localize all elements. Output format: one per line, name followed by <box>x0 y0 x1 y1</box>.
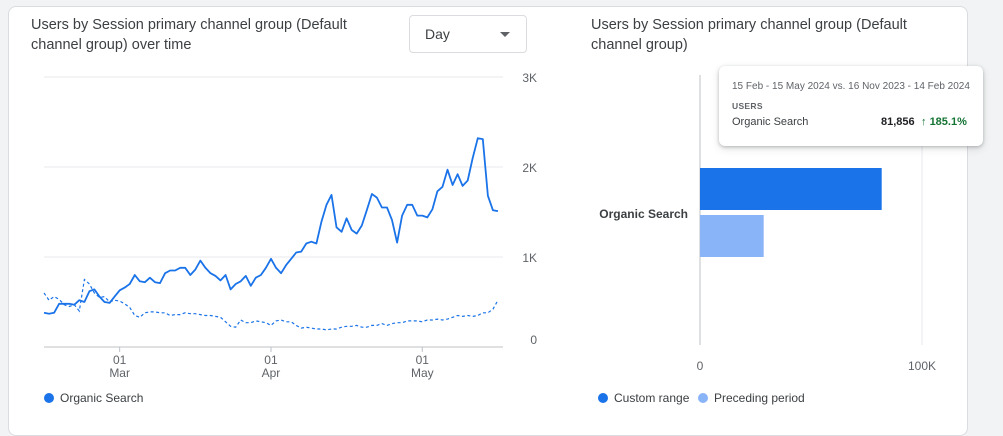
legend-dot-icon <box>698 393 708 403</box>
tooltip-channel: Organic Search <box>732 116 809 128</box>
bar-custom-range[interactable] <box>700 168 882 210</box>
y-tick-label: 0 <box>530 333 537 347</box>
granularity-dropdown[interactable]: Day <box>409 15 527 53</box>
arrow-up-icon: ↑ <box>921 116 927 128</box>
line-chart-title: Users by Session primary channel group (… <box>31 17 347 53</box>
bar-tooltip: 15 Feb - 15 May 2024 vs. 16 Nov 2023 - 1… <box>719 66 983 146</box>
y-tick-label: 2K <box>522 161 537 175</box>
x-tick-month: May <box>411 366 434 380</box>
series-line-preceding-period <box>43 278 499 331</box>
legend-label: Organic Search <box>60 391 144 405</box>
bar-preceding-period[interactable] <box>700 215 764 257</box>
x-tick-day: 01 <box>264 353 278 367</box>
tooltip-change-value: 185.1% <box>929 116 967 128</box>
bar-chart-title: Users by Session primary channel group (… <box>591 17 907 53</box>
tooltip-change: ↑ 185.1% <box>921 116 967 128</box>
users-bar-chart[interactable]: 0 100K Organic Search <box>560 0 980 390</box>
x-tick-month: Mar <box>109 366 130 380</box>
series-line-organic-search <box>43 137 499 315</box>
legend-dot-icon <box>598 393 608 403</box>
category-label: Organic Search <box>599 207 688 221</box>
y-tick-label: 3K <box>522 71 537 85</box>
bar-chart-legend-item-custom-range[interactable]: Custom range <box>598 391 689 405</box>
chevron-down-icon <box>500 32 510 37</box>
x-tick-month: Apr <box>262 366 281 380</box>
tooltip-value: 81,856 <box>881 116 915 128</box>
x-tick-label: 0 <box>697 359 704 373</box>
bar-chart-legend-item-preceding-period[interactable]: Preceding period <box>698 391 805 405</box>
legend-dot-icon <box>44 393 54 403</box>
x-tick-day: 01 <box>416 353 430 367</box>
x-tick-label: 100K <box>908 359 936 373</box>
tooltip-metric: USERS <box>732 101 763 111</box>
legend-label: Preceding period <box>714 391 805 405</box>
legend-label: Custom range <box>614 391 690 405</box>
line-chart-legend-item[interactable]: Organic Search <box>44 391 143 405</box>
y-tick-label: 1K <box>522 251 537 265</box>
granularity-dropdown-value: Day <box>425 26 450 42</box>
tooltip-date-range: 15 Feb - 15 May 2024 vs. 16 Nov 2023 - 1… <box>732 81 970 92</box>
x-tick-day: 01 <box>113 353 127 367</box>
